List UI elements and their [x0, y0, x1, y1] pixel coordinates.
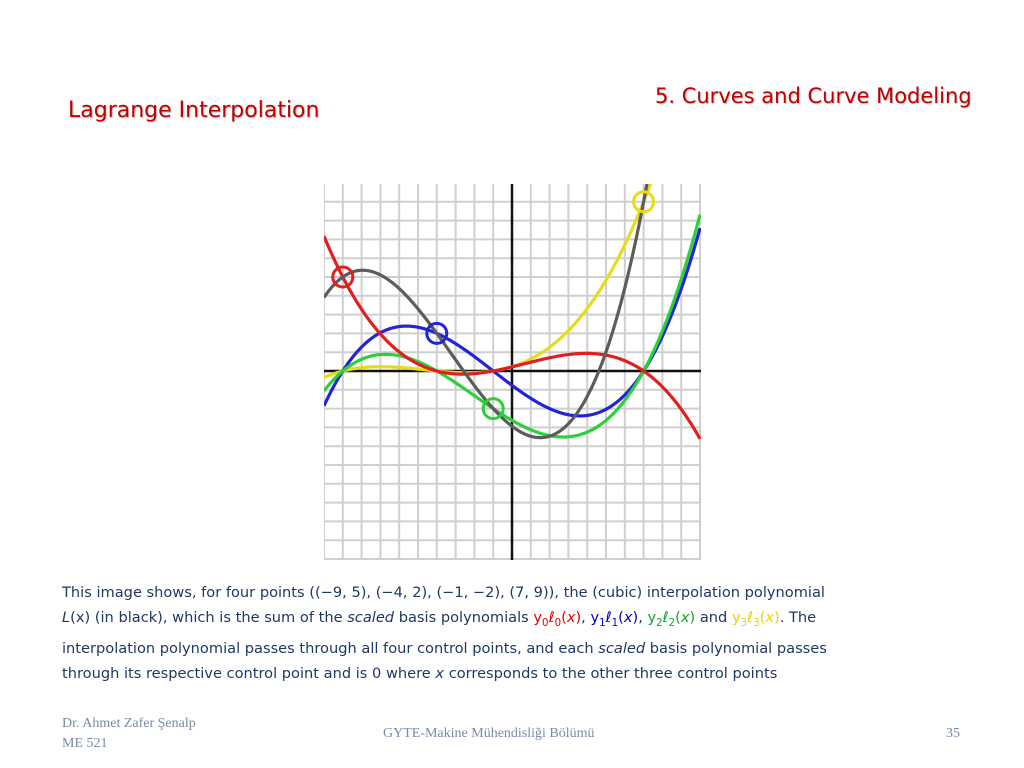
basis-term-1: y1ℓ1(x)	[590, 609, 639, 629]
lagrange-plot	[324, 184, 701, 560]
basis-term-0: y0ℓ0(x)	[533, 609, 582, 629]
control-point-0	[331, 265, 355, 289]
caption-line-3: interpolation polynomial passes through …	[62, 639, 827, 657]
section-title: 5. Curves and Curve Modeling	[655, 84, 972, 108]
caption-line-1: This image shows, for four points ((−9, …	[62, 584, 825, 601]
caption-line-2: L(x) (in black), which is the sum of the…	[62, 609, 817, 629]
plot-axes	[324, 184, 701, 560]
control-point-1	[425, 321, 449, 345]
control-point-markers	[331, 190, 656, 421]
page-number: 35	[946, 726, 960, 741]
interpolation-curve	[324, 184, 649, 440]
control-point-2	[481, 397, 505, 421]
caption-line-4: through its respective control point and…	[62, 664, 778, 682]
control-point-3	[632, 190, 656, 214]
footer-author-block: Dr. Ahmet Zafer Şenalp ME 521	[62, 714, 196, 754]
basis-curve-2	[324, 214, 701, 439]
basis-curve-0	[324, 235, 701, 440]
footer-author: Dr. Ahmet Zafer Şenalp	[62, 716, 196, 731]
basis-term-2: y2ℓ2(x)	[647, 609, 696, 629]
footer-department: GYTE-Makine Mühendisliği Bölümü	[383, 726, 595, 741]
footer-course: ME 521	[62, 736, 108, 751]
figure-caption: This image shows, for four points ((−9, …	[62, 580, 952, 686]
plot-curves	[324, 184, 701, 440]
basis-term-3: y3ℓ3(x)	[731, 609, 780, 629]
slide-title: Lagrange Interpolation	[68, 98, 320, 123]
